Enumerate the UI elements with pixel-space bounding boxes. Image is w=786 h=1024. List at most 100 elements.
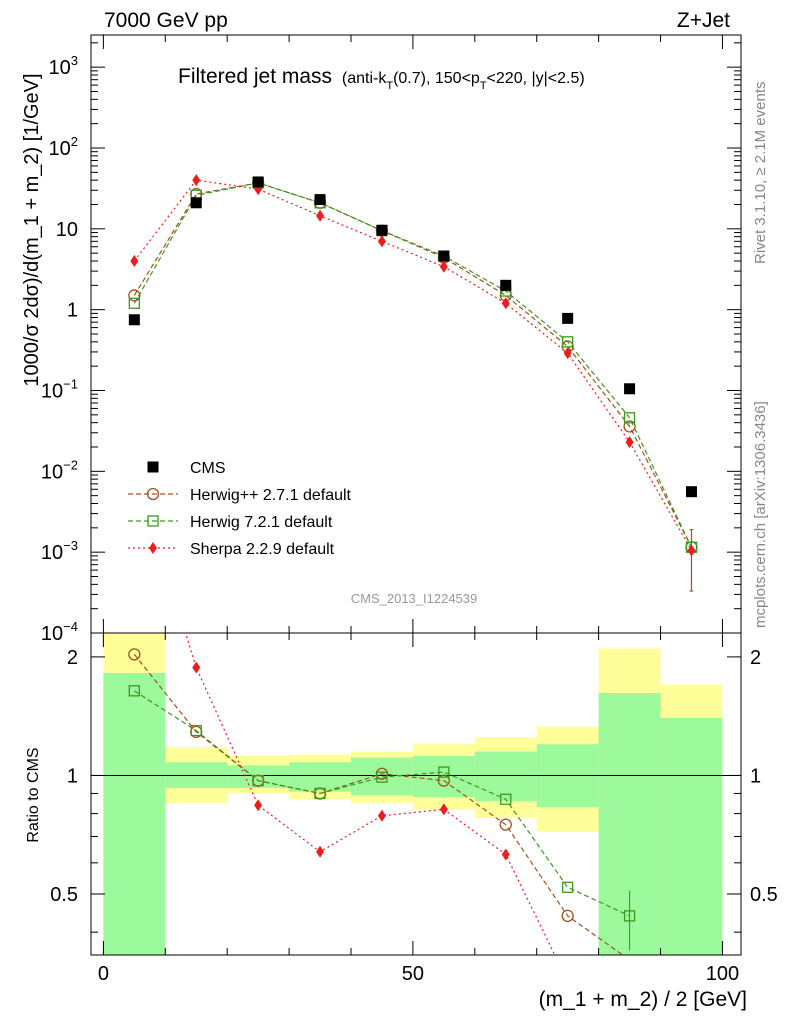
main-y-tick-label: 10−1 <box>41 377 78 403</box>
ratio-point <box>561 909 574 923</box>
ratio-series <box>128 633 636 955</box>
main-point <box>314 194 326 206</box>
ratio-point <box>314 787 326 800</box>
side-label-bottom: mcplots.cern.ch [arXiv:1306.3436] <box>752 401 769 628</box>
ratio-point <box>254 799 263 812</box>
ratio-point <box>128 648 141 661</box>
ratio-point <box>562 881 574 893</box>
ratio-point <box>501 848 510 861</box>
ratio-y-tick-label-left: 1 <box>67 765 78 787</box>
x-tick-label: 0 <box>98 963 109 985</box>
ratio-point <box>316 845 325 858</box>
legend-label: Sherpa 2.2.9 default <box>190 541 335 558</box>
tick-exponent: −1 <box>63 377 78 392</box>
ratio-line-2 <box>184 633 556 955</box>
main-point <box>130 255 139 268</box>
main-point <box>316 209 325 222</box>
ratio-point <box>437 774 451 787</box>
ratio-point <box>500 793 512 805</box>
ratio-panel-frame <box>90 632 742 956</box>
tick-exponent: 3 <box>71 53 78 68</box>
main-point <box>377 235 386 248</box>
main-point <box>687 544 696 557</box>
ratio-point <box>376 771 388 783</box>
ratio-point <box>190 724 202 737</box>
ratio-point <box>377 809 386 822</box>
ratio-axis-ticks: 2 2 1 1 0.5 0.5 <box>50 647 778 933</box>
ratio-y-tick-label-right: 0.5 <box>750 884 778 906</box>
legend-label: CMS <box>190 460 226 477</box>
legend-marker <box>149 542 157 554</box>
ratio-y-axis-label: Ratio to CMS <box>25 747 42 842</box>
ratio-clipped <box>128 633 636 955</box>
title-sub-2: (0.7), 150<p <box>393 70 480 87</box>
title-sub-3: <220, |y|<2.5) <box>487 70 585 87</box>
main-point <box>190 197 202 209</box>
band-inner-bin <box>474 751 537 802</box>
band-inner-bin <box>103 673 166 955</box>
ratio-line-0 <box>133 653 624 955</box>
band-inner-bin <box>227 765 290 788</box>
main-point <box>501 297 510 310</box>
tick-base: 10 <box>41 461 63 483</box>
ratio-line-1 <box>134 690 630 917</box>
x-tick-label: 50 <box>402 963 424 985</box>
legend-label: Herwig++ 2.7.1 default <box>190 487 352 504</box>
main-point <box>439 260 448 273</box>
tick-base: 10 <box>41 381 63 403</box>
main-point <box>128 314 140 326</box>
main-point <box>685 486 697 498</box>
band-inner-bin <box>289 762 351 792</box>
tick-base: 10 <box>41 542 63 564</box>
main-point <box>376 224 388 236</box>
main-y-tick-label: 10−2 <box>41 457 78 483</box>
main-point <box>623 420 636 433</box>
legend-marker <box>147 461 159 473</box>
side-label-top: Rivet 3.1.10, ≥ 2.1M events <box>752 82 769 265</box>
main-y-tick-label: 10−3 <box>41 538 78 564</box>
main-point <box>500 279 512 291</box>
main-y-axis-label: 1000/σ 2dσ)/d(m_1 + m_2) [1/GeV] <box>21 73 43 386</box>
tick-exponent: 2 <box>71 134 78 149</box>
series-line-1 <box>133 182 693 548</box>
main-point <box>192 174 201 187</box>
x-axis-ticks: 0 50 100 <box>98 35 739 985</box>
main-y-tick-label: 103 <box>49 53 78 79</box>
band-inner-bin <box>351 757 413 796</box>
ratio-y-tick-label-left: 2 <box>67 647 78 669</box>
energy-label: 7000 GeV pp <box>104 9 228 32</box>
main-point <box>562 312 574 324</box>
title-sub-t2: T <box>480 80 487 92</box>
main-point <box>563 347 572 360</box>
ratio-y-tick-label-right: 2 <box>750 647 761 669</box>
tick-base: 10 <box>49 57 71 79</box>
main-point <box>128 297 140 309</box>
band-inner-bin <box>660 717 723 955</box>
title-sub-1: (anti-k <box>342 70 387 87</box>
ratio-point <box>192 661 201 674</box>
process-label: Z+Jet <box>677 9 730 32</box>
ratio-point <box>128 685 140 697</box>
main-panel-frame <box>90 34 742 634</box>
ratio-point <box>252 775 264 787</box>
ratio-point <box>499 818 512 831</box>
main-point <box>438 250 450 262</box>
ratio-uncertainty-bands <box>103 633 723 955</box>
plot-title: Filtered jet mass (anti-kT(0.7), 150<pT<… <box>178 65 585 92</box>
main-point <box>252 176 264 188</box>
tick-base: 10 <box>49 138 71 160</box>
ratio-point <box>439 803 448 816</box>
title-main: Filtered jet mass <box>178 65 332 88</box>
tick-exponent: −2 <box>63 457 78 472</box>
main-point <box>625 436 634 449</box>
main-y-tick-label: 1 <box>67 300 78 322</box>
main-y-tick-label: 10−4 <box>41 619 78 645</box>
series-line-3 <box>133 179 692 551</box>
legend-marker <box>146 487 160 501</box>
legend: CMS Herwig++ 2.7.1 default Herwig 7.2.1 de… <box>128 460 352 558</box>
main-point <box>624 383 636 395</box>
main-y-tick-label: 10 <box>56 219 78 241</box>
ratio-y-tick-label-right: 1 <box>750 765 761 787</box>
